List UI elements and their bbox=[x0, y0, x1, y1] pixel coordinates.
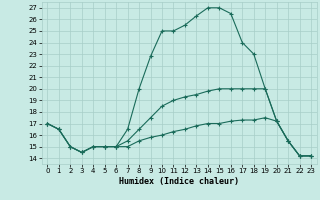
X-axis label: Humidex (Indice chaleur): Humidex (Indice chaleur) bbox=[119, 177, 239, 186]
